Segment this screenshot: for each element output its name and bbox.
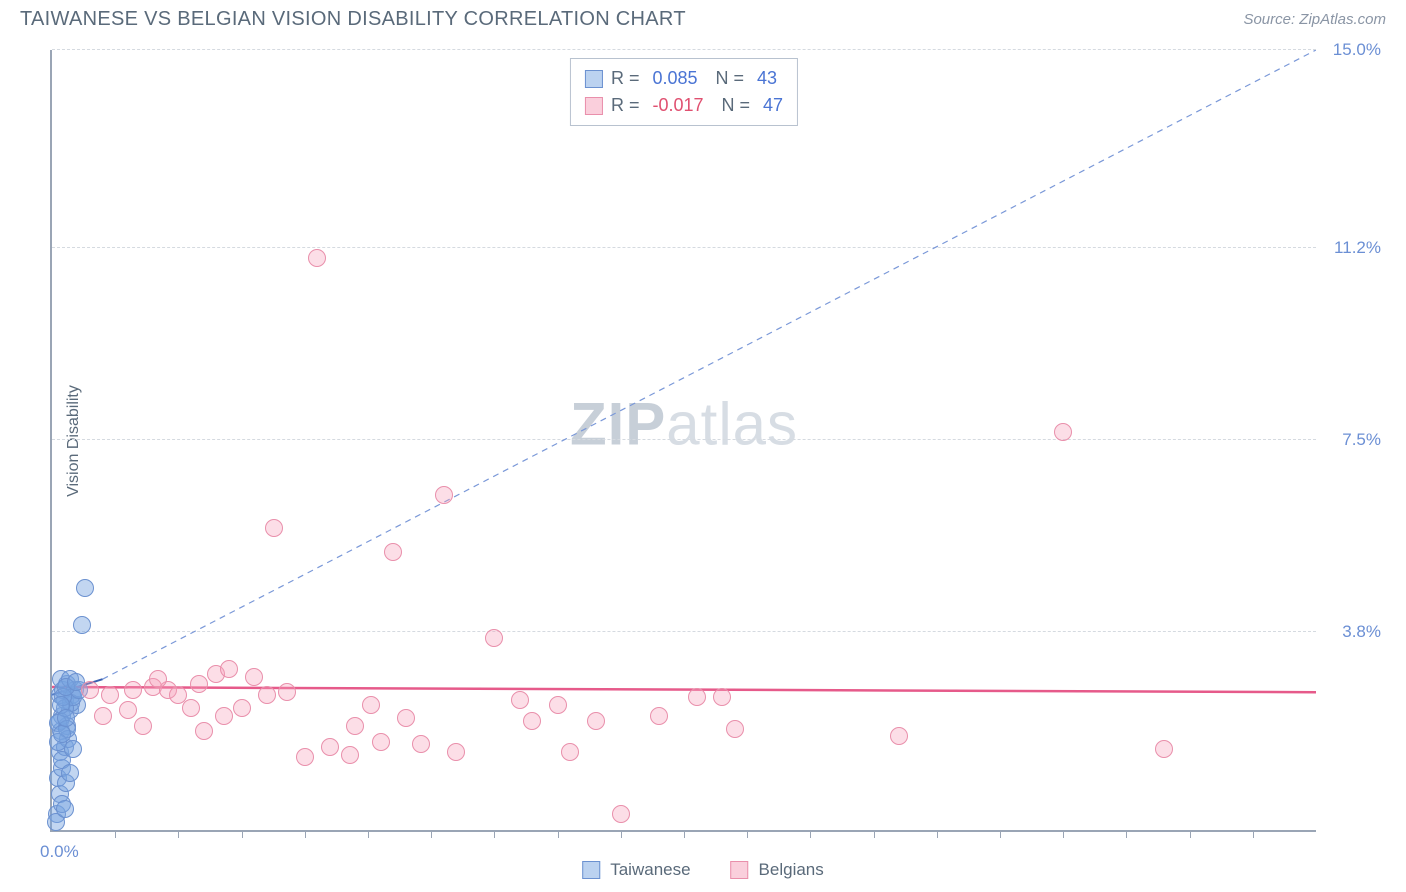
- data-point: [362, 696, 380, 714]
- swatch-icon: [585, 97, 603, 115]
- data-point: [523, 712, 541, 730]
- data-point: [220, 660, 238, 678]
- x-tick: [621, 830, 622, 838]
- data-point: [587, 712, 605, 730]
- x-tick: [1190, 830, 1191, 838]
- data-point: [890, 727, 908, 745]
- legend-label: Taiwanese: [610, 860, 690, 880]
- bottom-legend: Taiwanese Belgians: [582, 860, 824, 880]
- data-point: [278, 683, 296, 701]
- data-point: [233, 699, 251, 717]
- legend-item: Taiwanese: [582, 860, 690, 880]
- data-point: [549, 696, 567, 714]
- data-point: [384, 543, 402, 561]
- x-tick: [747, 830, 748, 838]
- data-point: [101, 686, 119, 704]
- x-tick: [874, 830, 875, 838]
- data-point: [124, 681, 142, 699]
- x-tick: [494, 830, 495, 838]
- swatch-icon: [585, 70, 603, 88]
- data-point: [245, 668, 263, 686]
- data-point: [195, 722, 213, 740]
- data-point: [61, 764, 79, 782]
- y-tick-label: 7.5%: [1342, 430, 1381, 450]
- x-tick: [178, 830, 179, 838]
- data-point: [321, 738, 339, 756]
- data-point: [511, 691, 529, 709]
- data-point: [56, 800, 74, 818]
- data-point: [258, 686, 276, 704]
- stats-row: R = 0.085 N = 43: [585, 65, 783, 92]
- stats-legend: R = 0.085 N = 43R = -0.017 N = 47: [570, 58, 798, 126]
- data-point: [81, 681, 99, 699]
- data-point: [149, 670, 167, 688]
- data-point: [485, 629, 503, 647]
- data-point: [182, 699, 200, 717]
- data-point: [447, 743, 465, 761]
- data-point: [726, 720, 744, 738]
- x-tick: [558, 830, 559, 838]
- x-tick: [1253, 830, 1254, 838]
- x-tick: [1000, 830, 1001, 838]
- x-tick: [810, 830, 811, 838]
- watermark: ZIPatlas: [570, 390, 798, 459]
- data-point: [57, 709, 75, 727]
- data-point: [94, 707, 112, 725]
- data-point: [688, 688, 706, 706]
- x-tick: [368, 830, 369, 838]
- data-point: [308, 249, 326, 267]
- x-tick: [115, 830, 116, 838]
- data-point: [134, 717, 152, 735]
- data-point: [215, 707, 233, 725]
- data-point: [346, 717, 364, 735]
- x-tick: [684, 830, 685, 838]
- x-tick: [1063, 830, 1064, 838]
- x-tick: [1126, 830, 1127, 838]
- data-point: [435, 486, 453, 504]
- data-point: [73, 616, 91, 634]
- x-tick: [242, 830, 243, 838]
- x-tick: [431, 830, 432, 838]
- gridline: [52, 631, 1316, 632]
- gridline: [52, 439, 1316, 440]
- plot-area: ZIPatlas R = 0.085 N = 43R = -0.017 N = …: [50, 50, 1316, 832]
- x-axis-start-label: 0.0%: [40, 842, 79, 862]
- data-point: [53, 725, 71, 743]
- legend-label: Belgians: [759, 860, 824, 880]
- data-point: [1054, 423, 1072, 441]
- data-point: [612, 805, 630, 823]
- x-tick: [305, 830, 306, 838]
- data-point: [341, 746, 359, 764]
- legend-item: Belgians: [731, 860, 824, 880]
- gridline: [52, 49, 1316, 50]
- chart-title: TAIWANESE VS BELGIAN VISION DISABILITY C…: [20, 8, 686, 31]
- gridline: [52, 247, 1316, 248]
- data-point: [1155, 740, 1173, 758]
- data-point: [397, 709, 415, 727]
- data-point: [64, 740, 82, 758]
- x-tick: [937, 830, 938, 838]
- data-point: [296, 748, 314, 766]
- swatch-icon: [731, 861, 749, 879]
- data-point: [372, 733, 390, 751]
- data-point: [265, 519, 283, 537]
- y-tick-label: 11.2%: [1334, 238, 1381, 258]
- data-point: [76, 579, 94, 597]
- y-tick-label: 3.8%: [1342, 622, 1381, 642]
- data-point: [190, 675, 208, 693]
- data-point: [119, 701, 137, 719]
- y-tick-label: 15.0%: [1333, 40, 1381, 60]
- data-point: [650, 707, 668, 725]
- data-point: [412, 735, 430, 753]
- chart-source: Source: ZipAtlas.com: [1243, 11, 1386, 28]
- data-point: [713, 688, 731, 706]
- data-point: [169, 686, 187, 704]
- data-point: [561, 743, 579, 761]
- stats-row: R = -0.017 N = 47: [585, 92, 783, 119]
- swatch-icon: [582, 861, 600, 879]
- chart-area: Vision Disability ZIPatlas R = 0.085 N =…: [50, 50, 1386, 832]
